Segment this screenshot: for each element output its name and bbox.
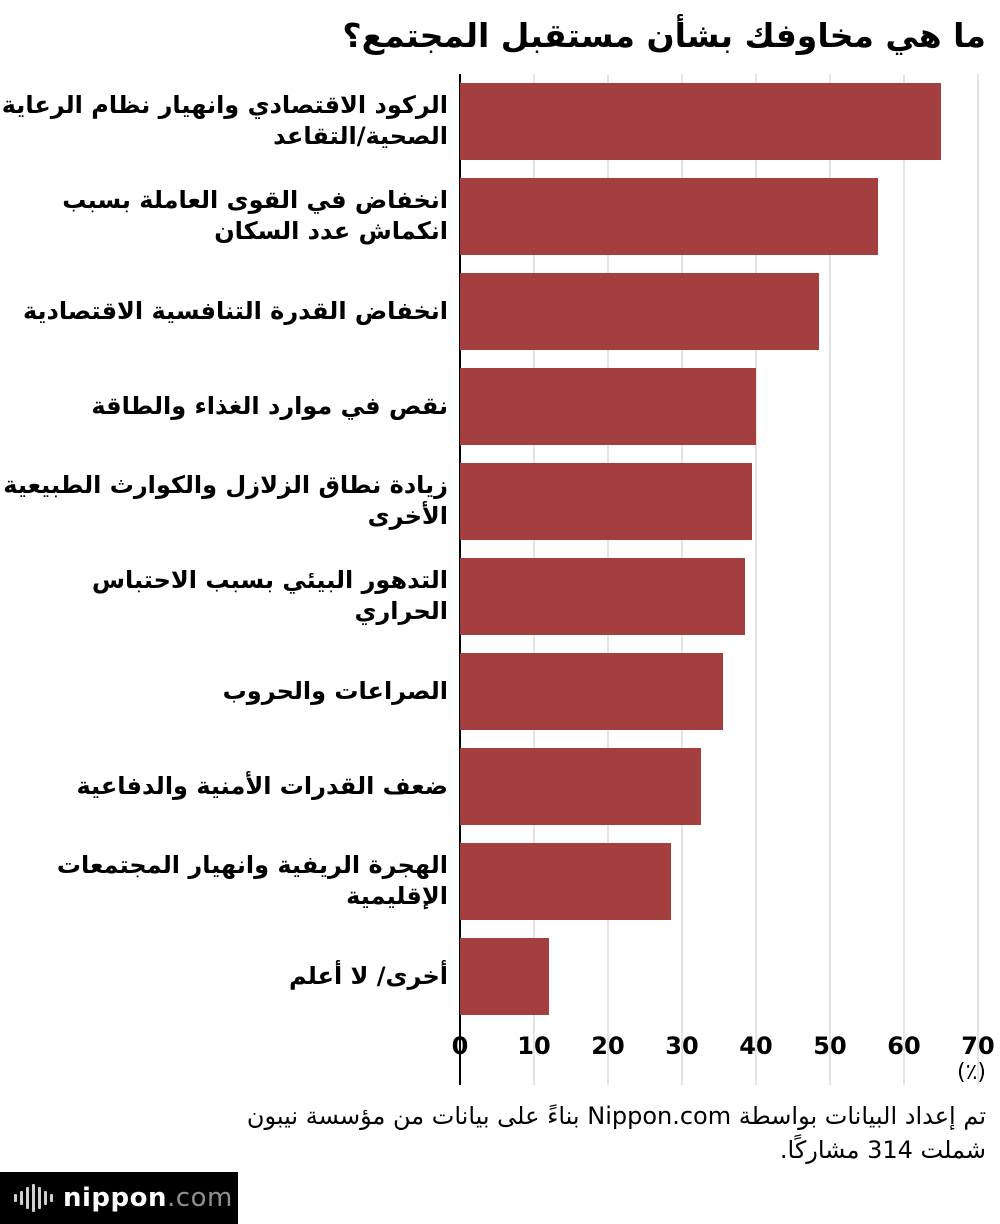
bar [460, 557, 745, 635]
chart-row: الهجرة الريفية وانهيار المجتمعات الإقليم… [0, 834, 1000, 929]
bar-track [460, 74, 978, 169]
bar [460, 272, 819, 350]
bar-label: ضعف القدرات الأمنية والدفاعية [76, 771, 448, 800]
bar-track [460, 264, 978, 359]
footnote-line-2: شملت 314 مشاركًا. [779, 1136, 986, 1165]
chart-row: ضعف القدرات الأمنية والدفاعية [0, 739, 1000, 834]
bar-track [460, 549, 978, 644]
chart-row: نقص في موارد الغذاء والطاقة [0, 359, 1000, 454]
gridline [903, 73, 905, 1085]
x-tick-label: 40 [739, 1031, 773, 1060]
bar [460, 842, 671, 920]
chart-rows: الركود الاقتصادي وانهيار نظام الرعاية ال… [0, 74, 1000, 1024]
bar-track [460, 359, 978, 454]
x-tick-label: 0 [451, 1031, 469, 1060]
x-tick-label: 30 [665, 1031, 699, 1060]
gridline [977, 73, 979, 1085]
source-footnote: تم إعداد البيانات بواسطة Nippon.com بناء… [0, 1085, 1000, 1169]
soundwave-icon [14, 1183, 53, 1213]
chart-row: انخفاض في القوى العاملة بسبب انكماش عدد … [0, 169, 1000, 264]
footnote-line-1: تم إعداد البيانات بواسطة Nippon.com بناء… [246, 1101, 986, 1130]
bar-track [460, 169, 978, 264]
nippon-logo: nippon.com [0, 1172, 238, 1224]
bar-label: زيادة نطاق الزلازل والكوارث الطبيعية الأ… [3, 470, 448, 531]
bar-label: الركود الاقتصادي وانهيار نظام الرعاية ال… [1, 90, 448, 151]
bar [460, 747, 701, 825]
chart-row: انخفاض القدرة التنافسية الاقتصادية [0, 264, 1000, 359]
logo-text: nippon.com [63, 1183, 233, 1213]
chart-row: زيادة نطاق الزلازل والكوارث الطبيعية الأ… [0, 454, 1000, 549]
x-tick-label: 20 [591, 1031, 625, 1060]
bar [460, 367, 756, 445]
bar [460, 652, 723, 730]
bar-label: انخفاض القدرة التنافسية الاقتصادية [22, 296, 448, 325]
bar [460, 462, 753, 540]
chart-title: ما هي مخاوفك بشأن مستقبل المجتمع؟ [342, 16, 986, 55]
bar-track [460, 929, 978, 1024]
x-tick-label: 70 [961, 1031, 995, 1060]
gridline [829, 73, 831, 1085]
chart-row: الركود الاقتصادي وانهيار نظام الرعاية ال… [0, 74, 1000, 169]
bar-label: الصراعات والحروب [222, 676, 448, 705]
bar [460, 177, 879, 255]
logo-domain: .com [167, 1183, 233, 1213]
chart-row: أخرى/ لا أعلم [0, 929, 1000, 1024]
x-tick-label: 10 [517, 1031, 551, 1060]
bar-track [460, 739, 978, 834]
bar-label: أخرى/ لا أعلم [288, 961, 448, 990]
chart-area: الركود الاقتصادي وانهيار نظام الرعاية ال… [0, 73, 1000, 1085]
x-tick-label: 60 [887, 1031, 921, 1060]
gridline [755, 73, 757, 1085]
bar-track [460, 454, 978, 549]
bar-track [460, 644, 978, 739]
bar [460, 937, 549, 1015]
chart-row: الصراعات والحروب [0, 644, 1000, 739]
x-axis-ticks: 0 10 20 30 40 50 60 70 [452, 1024, 995, 1060]
bar-label: انخفاض في القوى العاملة بسبب انكماش عدد … [62, 185, 448, 246]
bar [460, 82, 941, 160]
bar-label: الهجرة الريفية وانهيار المجتمعات الإقليم… [56, 850, 448, 911]
bar-label: نقص في موارد الغذاء والطاقة [91, 391, 448, 420]
bar-track [460, 834, 978, 929]
x-tick-label: 50 [813, 1031, 847, 1060]
logo-brand: nippon [63, 1183, 168, 1213]
bar-label: التدهور البيئي بسبب الاحتباس الحراري [91, 565, 448, 626]
chart-row: التدهور البيئي بسبب الاحتباس الحراري [0, 549, 1000, 644]
x-axis-unit-label: (٪) [957, 1059, 986, 1085]
